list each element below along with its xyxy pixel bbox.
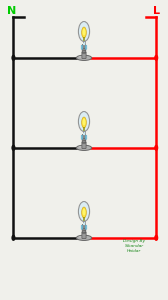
Circle shape <box>12 236 15 240</box>
Ellipse shape <box>76 55 92 61</box>
Ellipse shape <box>79 236 87 238</box>
FancyBboxPatch shape <box>83 220 85 225</box>
FancyBboxPatch shape <box>85 226 87 229</box>
FancyBboxPatch shape <box>82 45 86 53</box>
Ellipse shape <box>82 117 86 128</box>
Ellipse shape <box>83 118 85 125</box>
Ellipse shape <box>82 27 86 38</box>
FancyBboxPatch shape <box>81 226 83 229</box>
Ellipse shape <box>79 56 87 58</box>
Circle shape <box>12 56 15 60</box>
FancyBboxPatch shape <box>82 232 86 238</box>
FancyBboxPatch shape <box>83 43 85 45</box>
Ellipse shape <box>82 207 86 218</box>
Text: Design By
Sikandar
Haidar: Design By Sikandar Haidar <box>123 239 145 253</box>
FancyBboxPatch shape <box>83 130 85 135</box>
Circle shape <box>78 22 90 41</box>
FancyBboxPatch shape <box>82 52 86 59</box>
Circle shape <box>78 202 90 221</box>
Circle shape <box>12 146 15 150</box>
Circle shape <box>155 56 158 60</box>
FancyBboxPatch shape <box>85 136 87 139</box>
Text: L: L <box>153 5 160 16</box>
FancyBboxPatch shape <box>82 135 86 143</box>
Ellipse shape <box>76 145 92 151</box>
Ellipse shape <box>79 146 87 148</box>
Circle shape <box>78 112 90 131</box>
FancyBboxPatch shape <box>83 40 85 45</box>
FancyBboxPatch shape <box>83 223 85 225</box>
Text: N: N <box>7 5 16 16</box>
Circle shape <box>155 146 158 150</box>
Ellipse shape <box>76 235 92 241</box>
Circle shape <box>155 236 158 240</box>
FancyBboxPatch shape <box>81 45 83 49</box>
Ellipse shape <box>83 208 85 215</box>
FancyBboxPatch shape <box>83 133 85 135</box>
FancyBboxPatch shape <box>82 225 86 233</box>
Ellipse shape <box>83 28 85 35</box>
FancyBboxPatch shape <box>81 136 83 139</box>
FancyBboxPatch shape <box>82 142 86 148</box>
FancyBboxPatch shape <box>85 45 87 49</box>
